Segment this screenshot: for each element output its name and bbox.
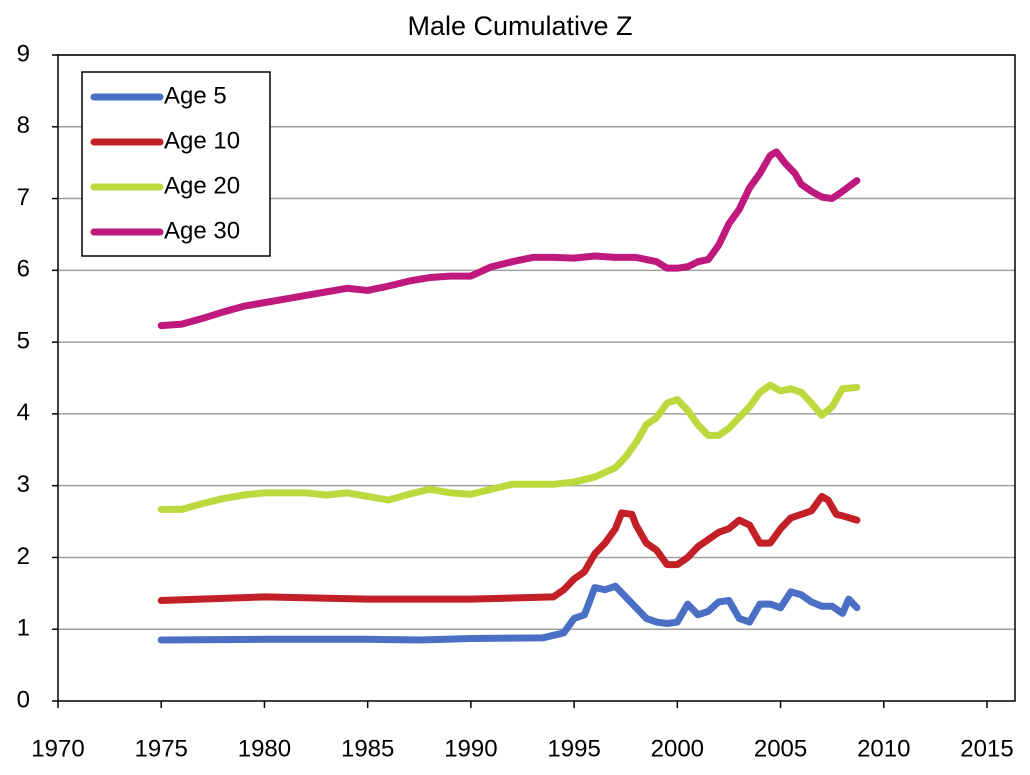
plot-frame	[57, 54, 1016, 702]
x-tick-label: 1970	[31, 735, 84, 762]
chart-title: Male Cumulative Z	[407, 11, 632, 41]
legend-label: Age 10	[164, 127, 240, 154]
x-tick-label: 1975	[135, 735, 188, 762]
x-tick-label: 1985	[341, 735, 394, 762]
x-tick-label: 2000	[651, 735, 704, 762]
y-tick-label: 5	[17, 327, 30, 354]
x-tick-label: 1995	[547, 735, 600, 762]
x-tick-label: 2005	[754, 735, 807, 762]
y-tick-label: 8	[17, 112, 30, 139]
y-tick-label: 4	[17, 399, 30, 426]
x-tick-label: 1980	[238, 735, 291, 762]
series-line	[157, 148, 861, 330]
y-tick-label: 6	[17, 256, 30, 283]
series-line	[157, 492, 861, 605]
legend-label: Age 20	[164, 172, 240, 199]
x-tick-label: 2015	[960, 735, 1013, 762]
legend-box	[81, 71, 271, 257]
y-tick-label: 0	[17, 686, 30, 713]
legend-label: Age 5	[164, 82, 227, 109]
legend-label: Age 30	[164, 217, 240, 244]
x-tick-label: 2010	[857, 735, 910, 762]
series-line	[157, 381, 861, 513]
y-tick-label: 2	[17, 543, 30, 570]
y-tick-label: 3	[17, 471, 30, 498]
y-tick-label: 9	[17, 40, 30, 67]
series-line	[157, 582, 861, 644]
y-tick-label: 7	[17, 184, 30, 211]
y-tick-label: 1	[17, 615, 30, 642]
x-tick-label: 1990	[444, 735, 497, 762]
